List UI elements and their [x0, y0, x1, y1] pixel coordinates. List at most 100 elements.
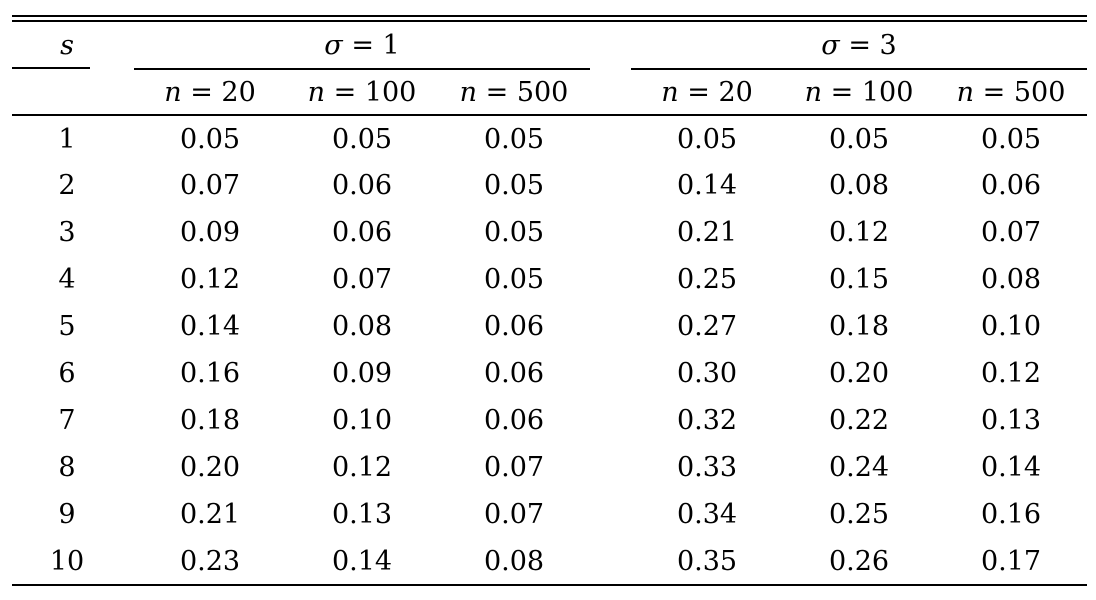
column-gap	[122, 350, 134, 397]
cell: 0.12	[828, 217, 890, 248]
row-label: 4	[58, 264, 76, 295]
table-row: 2 0.07 0.06 0.05 0.14 0.08 0.06	[12, 162, 1087, 209]
cell: 0.10	[331, 405, 393, 436]
column-gap	[122, 69, 134, 116]
cell: 0.06	[483, 311, 545, 342]
cell: 0.26	[783, 538, 936, 586]
equals-sign: =	[351, 29, 374, 61]
column-gap	[122, 22, 134, 69]
table-row: 1 0.05 0.05 0.05 0.05 0.05 0.05	[12, 115, 1087, 162]
column-gap	[122, 303, 134, 350]
equals-sign: =	[333, 76, 357, 108]
cell: 0.34	[676, 499, 738, 530]
math-var: σ	[324, 29, 343, 61]
cell: 0.05	[483, 170, 545, 201]
cell: 0.22	[828, 405, 890, 436]
math-var: σ	[821, 29, 840, 61]
column-gap	[590, 350, 631, 397]
cell: 0.35	[631, 538, 784, 586]
cell: 0.05	[331, 123, 393, 155]
cell: 0.05	[179, 123, 241, 155]
col-header-n500: n = 500	[935, 69, 1088, 116]
table-row: 5 0.14 0.08 0.06 0.27 0.18 0.10	[12, 303, 1087, 350]
cell: 0.15	[828, 264, 890, 295]
table-header: s σ = 1 σ = 3	[12, 22, 1088, 116]
cell: 0.06	[331, 217, 393, 248]
col-header-n500: n = 500	[438, 69, 591, 116]
cell: 0.16	[179, 358, 241, 389]
cell: 0.06	[980, 170, 1042, 201]
cell: 0.09	[179, 217, 241, 248]
column-gap	[590, 22, 631, 69]
math-value: 100	[861, 76, 914, 108]
column-gap	[590, 162, 631, 209]
table-row: 10 0.23 0.14 0.08 0.35 0.26 0.17	[12, 538, 1088, 586]
cell: 0.13	[980, 405, 1042, 436]
group-header-sigma-3: σ = 3	[631, 22, 1088, 70]
column-gap	[590, 491, 631, 538]
equals-sign: =	[982, 76, 1006, 108]
cell: 0.05	[676, 123, 738, 155]
cell: 0.14	[179, 311, 241, 342]
cell: 0.05	[483, 264, 545, 295]
row-label: 6	[58, 358, 76, 389]
cell: 0.08	[438, 538, 591, 586]
cell: 0.18	[828, 311, 890, 342]
col-header-n100: n = 100	[783, 69, 936, 116]
cell: 0.05	[980, 123, 1042, 155]
results-table: s σ = 1 σ = 3	[12, 22, 1088, 586]
math-var: n	[956, 76, 975, 108]
group-header-row: s σ = 1 σ = 3	[12, 22, 1088, 70]
cell: 0.12	[179, 264, 241, 295]
math-value: 1	[382, 29, 400, 61]
cell: 0.13	[331, 499, 393, 530]
cell: 0.09	[331, 358, 393, 389]
column-gap	[122, 256, 134, 303]
column-gap	[122, 538, 134, 586]
cell: 0.21	[179, 499, 241, 530]
table-row: 6 0.16 0.09 0.06 0.30 0.20 0.12	[12, 350, 1087, 397]
table-row: 8 0.20 0.12 0.07 0.33 0.24 0.14	[12, 444, 1087, 491]
cell: 0.14	[676, 170, 738, 201]
cell: 0.07	[483, 452, 545, 483]
cell: 0.06	[331, 170, 393, 201]
cell: 0.10	[980, 311, 1042, 342]
group-header-sigma-1: σ = 1	[134, 22, 591, 70]
cell: 0.07	[331, 264, 393, 295]
cell: 0.27	[676, 311, 738, 342]
cell: 0.08	[980, 264, 1042, 295]
cell: 0.05	[828, 123, 890, 155]
cell: 0.24	[828, 452, 890, 483]
row-label: 9	[58, 499, 76, 530]
row-label: 8	[58, 452, 76, 483]
cell: 0.18	[179, 405, 241, 436]
equals-sign: =	[190, 76, 213, 108]
column-gap	[590, 209, 631, 256]
cell: 0.30	[676, 358, 738, 389]
cell: 0.12	[331, 452, 393, 483]
cell: 0.06	[483, 358, 545, 389]
empty-corner-cell	[12, 69, 122, 116]
column-gap	[590, 115, 631, 162]
table-row: 7 0.18 0.10 0.06 0.32 0.22 0.13	[12, 397, 1087, 444]
column-gap	[122, 115, 134, 162]
column-gap	[122, 162, 134, 209]
math-var: n	[804, 76, 823, 108]
math-value: 500	[516, 76, 569, 108]
math-value: 20	[718, 76, 753, 108]
cell: 0.17	[935, 538, 1088, 586]
cell: 0.08	[331, 311, 393, 342]
math-value: 20	[221, 76, 256, 108]
math-var: n	[661, 76, 679, 108]
column-gap	[590, 256, 631, 303]
math-var: n	[307, 76, 326, 108]
table-row: 4 0.12 0.07 0.05 0.25 0.15 0.08	[12, 256, 1087, 303]
column-gap	[590, 444, 631, 491]
math-value: 100	[364, 76, 417, 108]
equals-sign: =	[687, 76, 710, 108]
column-gap	[122, 397, 134, 444]
cell: 0.07	[483, 499, 545, 530]
table-row: 9 0.21 0.13 0.07 0.34 0.25 0.16	[12, 491, 1087, 538]
row-label: 10	[12, 538, 122, 586]
